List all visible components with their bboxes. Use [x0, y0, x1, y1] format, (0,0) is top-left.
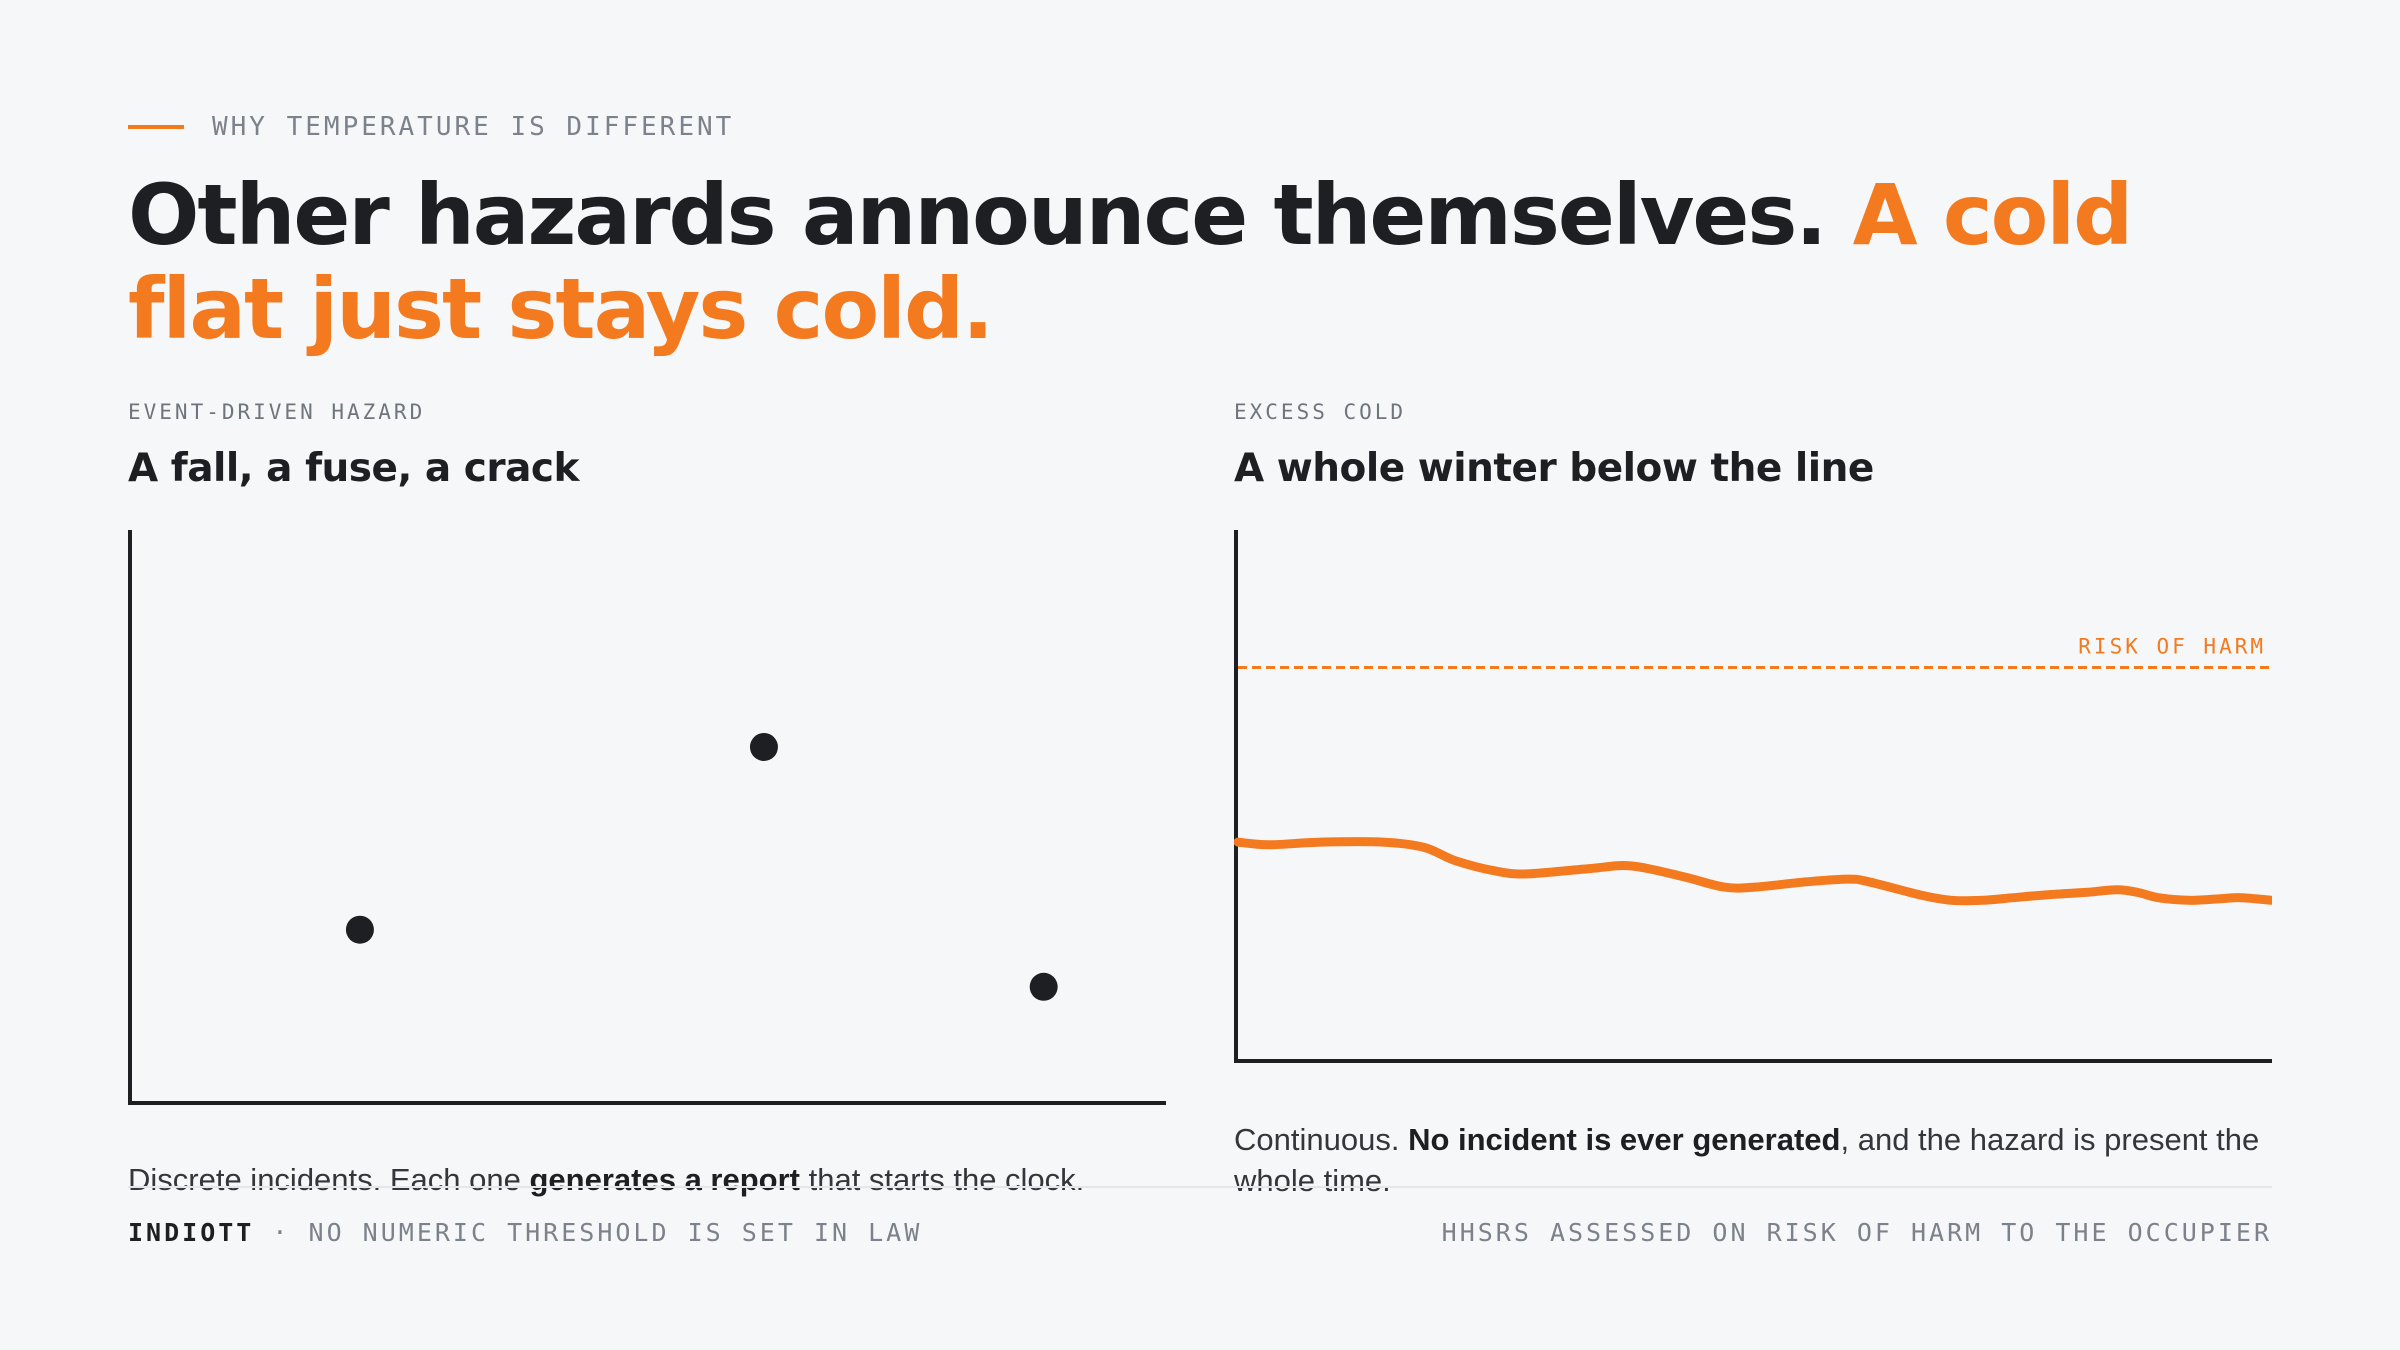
brand-name: INDIOTT: [128, 1218, 255, 1247]
caption-pre: Discrete incidents. Each one: [128, 1162, 530, 1197]
footer-divider: [128, 1186, 2272, 1188]
temperature-line-chart: RISK OF HARM: [1234, 530, 2272, 1063]
caption-emphasis: generates a report: [529, 1162, 801, 1197]
footer-left: INDIOTT · NO NUMERIC THRESHOLD IS SET IN…: [128, 1218, 922, 1247]
incident-scatter-chart: [128, 530, 1166, 1105]
panel-title: A whole winter below the line: [1234, 446, 1874, 491]
footer-right: HHSRS ASSESSED ON RISK OF HARM TO THE OC…: [1441, 1218, 2272, 1247]
caption-emphasis: No incident is ever generated: [1408, 1122, 1841, 1157]
event-driven-panel: EVENT-DRIVEN HAZARD A fall, a fuse, a cr…: [128, 400, 1168, 1197]
eyebrow-accent-rule: [128, 125, 184, 129]
scatter-points-group: [345, 732, 1058, 1001]
headline-main: Other hazards announce themselves.: [128, 166, 1853, 264]
panel-caption: Continuous. No incident is ever generate…: [1234, 1119, 2272, 1201]
footer-note: · NO NUMERIC THRESHOLD IS SET IN LAW: [254, 1218, 923, 1247]
eyebrow-label: WHY TEMPERATURE IS DIFFERENT: [212, 112, 735, 142]
caption-pre: Continuous.: [1234, 1122, 1409, 1157]
section-eyebrow: WHY TEMPERATURE IS DIFFERENT: [128, 112, 734, 142]
panel-caption: Discrete incidents. Each one generates a…: [128, 1159, 1168, 1200]
incident-point: [1029, 972, 1058, 1001]
excess-cold-panel: EXCESS COLD A whole winter below the lin…: [1234, 400, 2272, 1198]
caption-post: , and the hazard is present the whole ti…: [1234, 1122, 2260, 1198]
panel-title: A fall, a fuse, a crack: [128, 446, 579, 491]
page-headline: Other hazards announce themselves. A col…: [128, 168, 2208, 356]
caption-post: that starts the clock.: [800, 1162, 1085, 1197]
panel-kicker: EXCESS COLD: [1234, 400, 1407, 424]
temperature-series-line: [1234, 837, 2272, 906]
headline-accent: A cold flat just stays cold.: [128, 166, 2133, 358]
risk-threshold-label: RISK OF HARM: [2078, 635, 2266, 659]
panel-kicker: EVENT-DRIVEN HAZARD: [128, 400, 426, 424]
incident-point: [749, 732, 778, 761]
incident-point: [345, 915, 374, 944]
